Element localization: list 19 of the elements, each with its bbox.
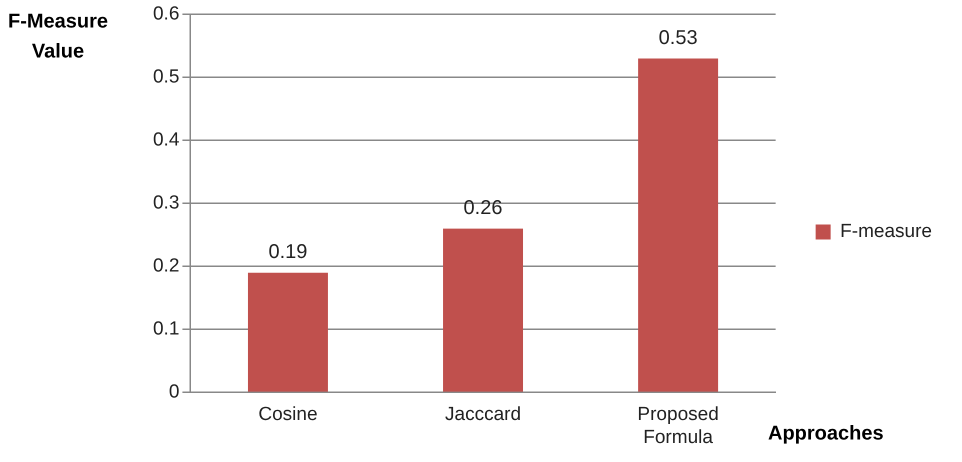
x-axis-title: Approaches bbox=[768, 422, 884, 445]
bar bbox=[443, 228, 524, 392]
data-label: 0.26 bbox=[464, 197, 502, 220]
legend-label: F-measure bbox=[840, 221, 932, 242]
y-tick-label: 0.2 bbox=[152, 256, 180, 277]
x-tick-label: Jacccard bbox=[445, 404, 522, 426]
data-label: 0.53 bbox=[658, 27, 698, 50]
y-tick-label: 0 bbox=[168, 382, 180, 403]
x-tick-label: Cosine bbox=[258, 404, 318, 426]
y-tick-label: 0.6 bbox=[152, 4, 180, 25]
x-tick-label: Proposed Formula bbox=[637, 404, 719, 448]
y-tick-label: 0.5 bbox=[152, 66, 180, 88]
y-tick-label: 0.4 bbox=[152, 130, 180, 151]
bar bbox=[638, 58, 718, 392]
data-label: 0.19 bbox=[268, 241, 308, 264]
bar bbox=[248, 272, 328, 392]
y-axis-title: F-Measure Value bbox=[8, 10, 108, 63]
y-tick-label: 0.3 bbox=[152, 192, 180, 214]
y-tick-label: 0.1 bbox=[152, 318, 180, 340]
